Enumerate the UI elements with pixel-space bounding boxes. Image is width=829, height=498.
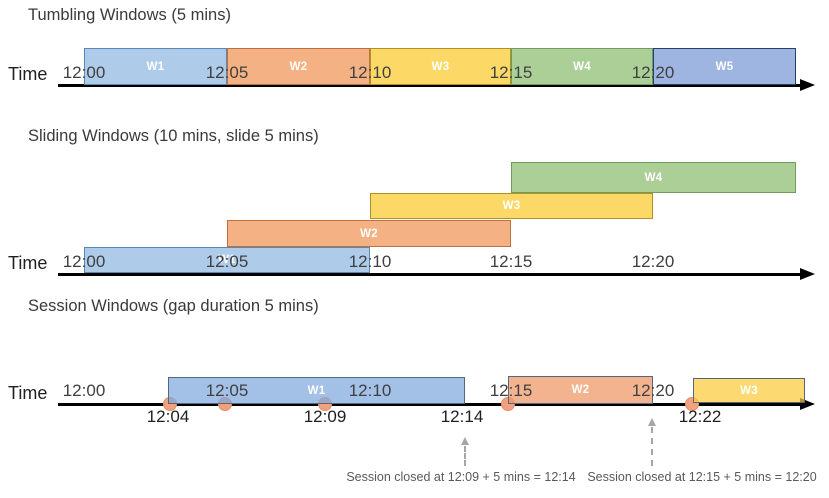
window-bar-w1: W1 (84, 48, 227, 85)
event-dot (163, 397, 177, 411)
window-label: W3 (740, 384, 758, 397)
window-bar-w5: W5 (653, 48, 796, 85)
annotation-arrow-icon (647, 418, 657, 466)
window-bar-w3: W3 (370, 193, 653, 219)
event-dot (501, 397, 515, 411)
time-axis (58, 84, 800, 87)
tick-label: 12:05 (205, 63, 249, 82)
tick-label: 12:00 (62, 252, 106, 271)
tick-label: 12:15 (489, 63, 533, 82)
window-label: W2 (289, 60, 308, 73)
time-axis-label: Time (8, 64, 48, 84)
arrow-head-icon (648, 418, 656, 426)
window-bar-w1: W1 (168, 377, 465, 404)
window-label: W1 (218, 254, 236, 266)
event-time-label: 12:09 (303, 407, 347, 426)
event-dot (318, 397, 332, 411)
time-axis-label: Time (8, 253, 48, 273)
window-label: W3 (502, 200, 521, 212)
window-label: W1 (307, 384, 326, 397)
window-label: W3 (431, 60, 450, 73)
time-axis (58, 403, 800, 406)
axis-arrowhead-icon (800, 79, 815, 92)
time-axis-label: Time (8, 383, 48, 403)
axis-arrowhead-icon (800, 398, 815, 411)
tick-label: 12:15 (489, 252, 533, 271)
arrow-shaft (464, 446, 466, 466)
window-bar-w4: W4 (511, 48, 653, 85)
window-bar-w2: W2 (227, 48, 370, 85)
window-bar-w2: W2 (508, 376, 653, 404)
tick-label: 12:15 (489, 381, 533, 400)
panel-title-sliding: Sliding Windows (10 mins, slide 5 mins) (28, 127, 319, 145)
window-bar-w3: W3 (370, 48, 511, 85)
tick-label: 12:00 (62, 63, 106, 82)
tick-label: 12:00 (62, 381, 106, 400)
tick-label: 12:10 (348, 381, 392, 400)
event-time-label: 12:04 (146, 407, 190, 426)
window-label: W5 (715, 60, 734, 73)
panel-title-tumbling: Tumbling Windows (5 mins) (28, 6, 231, 24)
window-bar-w2: W2 (227, 220, 511, 247)
window-label: W2 (571, 384, 590, 396)
tick-label: 12:10 (348, 252, 392, 271)
tick-label: 12:10 (348, 63, 392, 82)
tick-label: 12:20 (631, 381, 675, 400)
tick-label: 12:05 (205, 252, 249, 271)
window-label: W1 (146, 60, 165, 73)
event-time-label: 12:14 (440, 407, 484, 426)
tick-label: 12:20 (631, 252, 675, 271)
time-axis (58, 273, 800, 276)
window-bar-w3: W3 (693, 378, 805, 403)
tick-label: 12:05 (205, 381, 249, 400)
window-label: W4 (644, 171, 663, 184)
arrow-shaft (651, 427, 653, 466)
event-time-label: 12:22 (678, 407, 722, 426)
window-label: W2 (360, 227, 378, 240)
tick-label: 12:20 (631, 63, 675, 82)
event-dot (218, 397, 232, 411)
event-dot (685, 397, 699, 411)
window-label: W4 (573, 60, 591, 73)
arrow-head-icon (461, 437, 469, 445)
annotation-arrow-icon (460, 437, 470, 466)
annotation-text: Session closed at 12:15 + 5 mins = 12:20 (587, 470, 817, 484)
annotation-text: Session closed at 12:09 + 5 mins = 12:14 (346, 470, 576, 484)
window-bar-w4: W4 (511, 162, 796, 193)
panel-title-session: Session Windows (gap duration 5 mins) (28, 297, 319, 315)
window-bar-w1: W1 (84, 247, 370, 273)
axis-arrowhead-icon (800, 268, 815, 281)
